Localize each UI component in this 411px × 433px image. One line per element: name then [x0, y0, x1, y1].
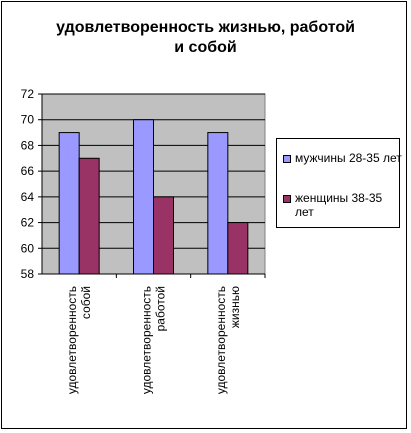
x-tick-label: удовлетворенностьжизнью	[214, 286, 242, 394]
y-tick-label: 58	[21, 267, 35, 281]
bar-men-3	[207, 132, 229, 275]
x-tick-label: удовлетворенностьработой	[140, 286, 168, 394]
bar-men-1	[58, 132, 80, 275]
bar-men-2	[133, 119, 154, 275]
y-tick-label: 70	[21, 113, 35, 127]
y-tick-label: 68	[21, 138, 35, 152]
y-tick-label: 62	[21, 216, 35, 230]
bar-women-1	[78, 157, 100, 275]
bar-women-2	[153, 196, 174, 275]
x-tick-label: удовлетворенностьсобой	[65, 286, 93, 394]
legend-swatch-women	[283, 195, 291, 203]
y-tick-label: 64	[21, 190, 35, 204]
legend-swatch-men	[283, 155, 291, 163]
legend: мужчины 28-35 лет женщины 38-35 лет	[276, 138, 402, 228]
legend-label-women: женщины 38-35 лет	[295, 191, 383, 219]
chart-title: удовлетворенность жизнью, работой и собо…	[56, 19, 355, 56]
bar-women-3	[227, 222, 249, 275]
y-tick-label: 66	[21, 164, 35, 178]
y-tick-label: 72	[21, 87, 35, 101]
y-tick-label: 60	[21, 241, 35, 255]
legend-label-men: мужчины 28-35 лет	[295, 151, 402, 165]
